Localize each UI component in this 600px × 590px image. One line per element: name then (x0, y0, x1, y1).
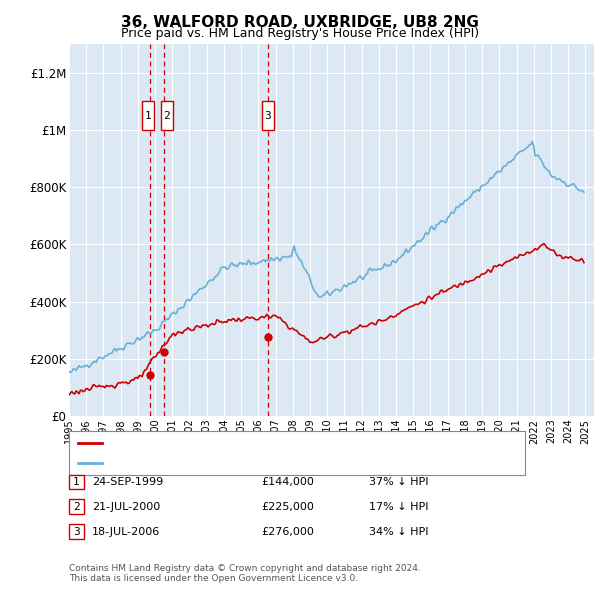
FancyBboxPatch shape (142, 101, 154, 130)
Text: 17% ↓ HPI: 17% ↓ HPI (369, 502, 428, 512)
Text: HPI: Average price, detached house, Hillingdon: HPI: Average price, detached house, Hill… (107, 458, 352, 468)
Text: 36, WALFORD ROAD, UXBRIDGE, UB8 2NG (detached house): 36, WALFORD ROAD, UXBRIDGE, UB8 2NG (det… (107, 438, 422, 448)
Text: 2: 2 (73, 502, 80, 512)
Text: 24-SEP-1999: 24-SEP-1999 (92, 477, 163, 487)
Text: Price paid vs. HM Land Registry's House Price Index (HPI): Price paid vs. HM Land Registry's House … (121, 27, 479, 40)
Text: £144,000: £144,000 (261, 477, 314, 487)
Text: £225,000: £225,000 (261, 502, 314, 512)
FancyBboxPatch shape (262, 101, 274, 130)
Text: 2: 2 (164, 111, 170, 121)
Text: 1: 1 (73, 477, 80, 487)
Text: 34% ↓ HPI: 34% ↓ HPI (369, 527, 428, 536)
Text: Contains HM Land Registry data © Crown copyright and database right 2024.
This d: Contains HM Land Registry data © Crown c… (69, 563, 421, 583)
Text: 1: 1 (145, 111, 151, 121)
Text: £276,000: £276,000 (261, 527, 314, 536)
FancyBboxPatch shape (161, 101, 173, 130)
Text: 21-JUL-2000: 21-JUL-2000 (92, 502, 160, 512)
Text: 3: 3 (264, 111, 271, 121)
Text: 36, WALFORD ROAD, UXBRIDGE, UB8 2NG: 36, WALFORD ROAD, UXBRIDGE, UB8 2NG (121, 15, 479, 30)
Text: 3: 3 (73, 527, 80, 536)
Text: 37% ↓ HPI: 37% ↓ HPI (369, 477, 428, 487)
Text: 18-JUL-2006: 18-JUL-2006 (92, 527, 160, 536)
